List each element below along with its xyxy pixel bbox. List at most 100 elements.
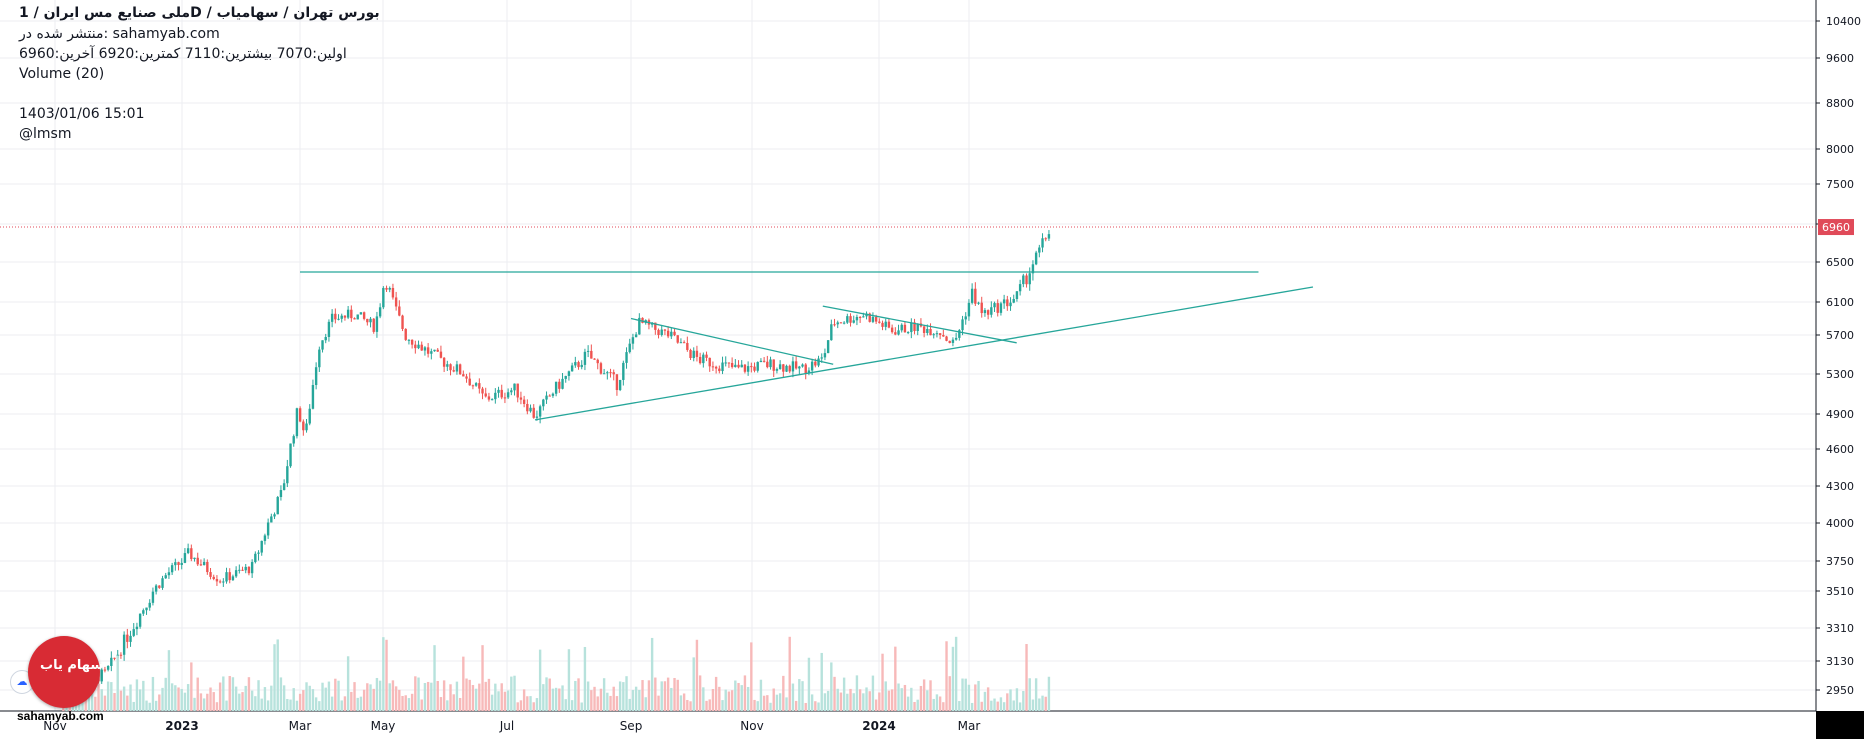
candle-body [276,497,279,515]
volume-bar [574,680,577,711]
candle-body [766,361,769,368]
candle-body [423,347,427,351]
candle-body [314,367,318,386]
volume-bar [1044,696,1047,711]
candle-body [954,337,958,340]
volume-bar [702,687,705,711]
volume-bar [942,702,945,711]
candle-body [420,344,423,351]
candle-body [1012,298,1015,303]
candle-body [833,324,836,326]
volume-bar [279,677,283,711]
candle-body [190,548,193,560]
candle-body [513,383,516,391]
candle-body [938,333,942,335]
candle-body [330,313,334,322]
volume-bar [135,679,139,711]
volume-bar [142,680,145,711]
candle-body [385,287,388,290]
volume-bar [1002,702,1006,711]
price-tick-label: 4000 [1826,517,1854,530]
time-tick-label: May [371,719,396,733]
volume-bar [839,692,843,711]
volume-bar [583,646,587,711]
volume-bar [887,690,891,711]
volume-bar [961,678,964,711]
time-tick-label: Jul [499,719,514,733]
volume-bar [666,677,670,711]
candle-body [257,552,260,554]
volume-bar [676,679,679,711]
volume-bar [270,685,273,711]
candle-body [526,403,529,412]
volume-bar [922,679,926,711]
volume-bar [654,677,657,711]
volume-bar [932,698,935,711]
candle-body [554,381,558,394]
volume-bar [324,687,327,711]
volume-bar [814,701,817,711]
volume-bar [1028,678,1031,711]
candle-body [196,557,199,565]
volume-bar [532,702,535,711]
candle-body [202,561,206,566]
volume-bar [318,701,321,711]
volume-bar [874,699,878,711]
candle-body [343,315,347,318]
volume-bar [292,688,295,711]
volume-bar [836,688,839,711]
volume-bar [714,676,718,711]
volume-bar [151,676,155,711]
candle-body [538,406,542,417]
volume-bar [241,692,244,711]
candle-body [321,340,324,350]
volume-bar [423,683,427,711]
volume-bar [673,677,676,711]
volume-bar [212,692,215,711]
volume-bar [193,697,196,711]
candle-body [564,375,567,379]
volume-bar [138,689,142,711]
candle-body [494,392,497,400]
candle-body [932,334,935,336]
time-tick-label: Mar [958,719,981,733]
volume-legend[interactable]: Volume (20) [19,66,105,82]
candle-body [510,390,513,393]
volume-bar [788,636,791,711]
volume-bar [785,697,788,711]
volume-bar [794,700,798,711]
candle-body [698,356,702,364]
volume-bar [529,696,532,711]
volume-bar [1015,688,1019,711]
volume-bar [154,700,158,711]
price-tick-label: 3130 [1826,655,1854,668]
candle-body [462,374,465,377]
volume-bar [916,699,919,711]
time-tick-label: Sep [620,719,643,733]
candle-body [122,634,126,655]
candle-body [622,362,625,380]
candle-body [369,318,372,323]
volume-bar [807,657,811,711]
candle-body [129,635,132,642]
volume-bar [452,694,455,711]
candle-body [734,364,737,368]
ohlc-readout: اولین:7070 بیشترین:7110 کمترین:6920 آخری… [19,46,347,62]
volume-bar [254,696,257,711]
candle-body [1009,302,1012,307]
volume-bar [100,689,103,711]
volume-bar [894,646,897,711]
chart-title: ملی صنایع مس ایران / 1D / بورس تهران / س… [19,5,380,21]
candle-body [823,353,827,358]
price-tick-label: 10400 [1826,15,1861,28]
candle-body [439,351,443,358]
volume-bar [798,679,801,711]
candle-body [852,320,855,323]
volume-bar [132,701,135,711]
volume-bar [820,652,823,711]
candle-body [375,316,379,332]
candle-body [727,362,731,364]
candle-body [218,581,222,583]
price-tick-label: 5700 [1826,329,1854,342]
